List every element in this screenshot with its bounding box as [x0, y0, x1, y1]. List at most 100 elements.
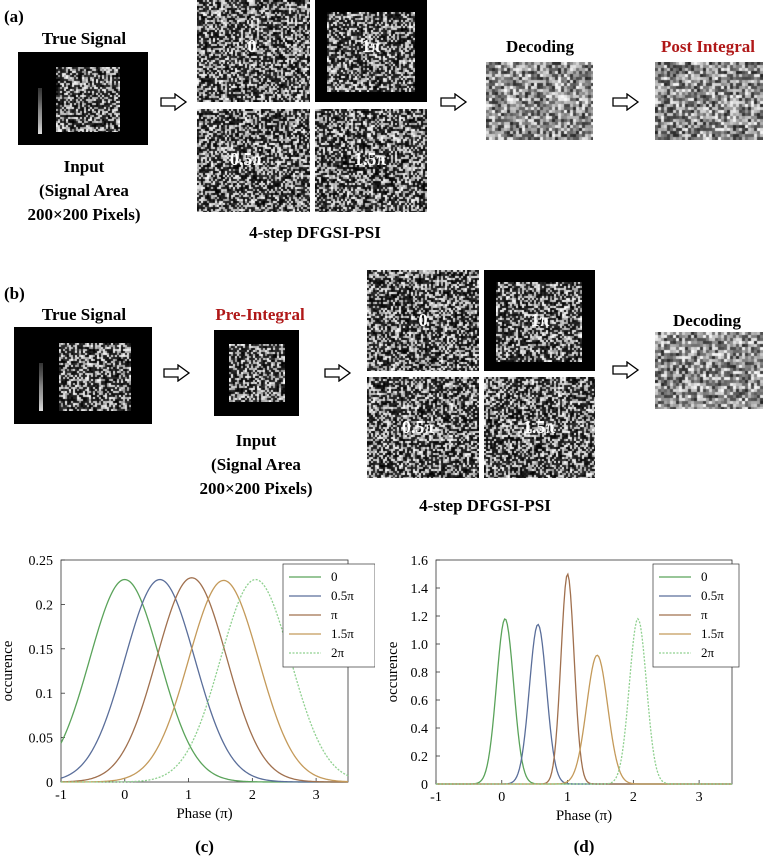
panel-b-pre-integral-label: Pre-Integral	[215, 305, 305, 324]
panel-a-input-line-3: 200×200 Pixels)	[27, 205, 141, 224]
x-tick-label: 0	[498, 790, 505, 805]
x-tick-label: 2	[630, 790, 637, 805]
panel-b-true-signal-label: True Signal	[41, 305, 127, 324]
panel-a-phase-0.5pi-image: 0.5π	[197, 109, 310, 212]
series-line	[436, 617, 732, 785]
phase-label: 1π	[361, 36, 381, 56]
panel-b-decoding-image	[655, 332, 763, 409]
y-axis-label: occurence	[0, 640, 16, 701]
panel-a-phase-1.5pi-image: 1.5π	[315, 109, 427, 212]
arrow-right-icon	[612, 93, 640, 111]
x-tick-label: -1	[430, 790, 442, 805]
panel-a-true-signal-label: True Signal	[41, 29, 127, 48]
panel-caption: (c)	[195, 837, 214, 856]
plot-frame	[60, 559, 349, 783]
y-axis-label: occurence	[385, 641, 401, 702]
series-line	[60, 579, 349, 783]
phase-label: 0.5π	[229, 149, 263, 169]
y-tick-label: 0	[46, 776, 53, 791]
y-tick-label: 1.2	[411, 610, 429, 625]
y-tick-label: 0.2	[36, 598, 54, 613]
panel-a-decoding-label: Decoding	[506, 37, 574, 56]
panel-b-tag: (b)	[4, 284, 25, 303]
panel-b-phase-1pi-image: 1π	[484, 270, 595, 371]
y-tick-label: 0.25	[29, 554, 54, 569]
y-tick-label: 0.05	[29, 732, 54, 747]
signal-noise	[59, 343, 131, 411]
panel-a-method-label: 4-step DFGSI-PSI	[249, 223, 381, 242]
panel-a-post-integral-label: Post Integral	[661, 37, 755, 56]
grayscale-bar	[39, 363, 43, 411]
panel-a-input-line-2: (Signal Area	[39, 181, 129, 200]
legend-label: 0	[331, 569, 338, 584]
y-tick-label: 0.8	[411, 666, 429, 681]
arrow-right-icon	[440, 93, 468, 111]
legend-label: 1.5π	[701, 626, 724, 641]
legend-label: π	[701, 607, 708, 622]
phase-label: 0.5π	[401, 417, 435, 437]
phase-label: 1π	[530, 310, 550, 330]
panel-a-phase-1pi-image: 1π	[315, 0, 427, 102]
y-tick-label: 0.6	[411, 694, 429, 709]
legend-label: 0	[701, 569, 708, 584]
panel-b-phase-0-image: 0	[367, 270, 479, 371]
phase-noise	[367, 377, 479, 478]
phase-label: 1.5π	[353, 149, 387, 169]
legend-label: π	[331, 607, 338, 622]
phase-label: 0	[247, 36, 257, 56]
legend-label: 1.5π	[331, 626, 354, 641]
x-tick-label: 3	[313, 788, 320, 803]
phase-noise	[484, 377, 595, 478]
panel-b-input-line-2: (Signal Area	[211, 455, 301, 474]
panel-b-phase-0.5pi-image: 0.5π	[367, 377, 479, 478]
phase-label: 1.5π	[522, 417, 556, 437]
series-line	[436, 654, 732, 785]
grayscale-bar	[38, 88, 42, 134]
legend-label: 0.5π	[331, 588, 354, 603]
series-line	[60, 577, 348, 783]
phase-label: 0	[418, 310, 428, 330]
panel-a-phase-0-image: 0	[197, 0, 310, 102]
panel-caption: (d)	[574, 837, 595, 856]
panel-b-method-label: 4-step DFGSI-PSI	[419, 496, 551, 515]
y-tick-label: 0.2	[411, 750, 429, 765]
y-tick-label: 1.6	[411, 554, 429, 569]
y-tick-label: 1.0	[411, 638, 429, 653]
x-tick-label: 1	[564, 790, 571, 805]
arrow-right-icon	[163, 364, 191, 382]
legend-label: 2π	[331, 645, 345, 660]
arrow-right-icon	[324, 364, 352, 382]
y-tick-label: 0.4	[411, 722, 429, 737]
x-tick-label: 3	[696, 790, 703, 805]
series-line	[60, 578, 348, 783]
series-line	[61, 578, 349, 783]
panel-a-decoding-image	[486, 62, 593, 140]
panel-a-input-line-1: Input	[63, 157, 105, 176]
signal-noise	[56, 67, 120, 132]
phase-noise	[327, 12, 415, 92]
legend-label: 0.5π	[701, 588, 724, 603]
x-tick-label: -1	[55, 788, 67, 803]
phase-noise	[367, 270, 479, 371]
phase-noise	[315, 109, 427, 212]
arrow-right-icon	[160, 93, 188, 111]
x-axis-label: Phase (π)	[176, 806, 232, 822]
x-tick-label: 1	[185, 788, 192, 803]
arrow-right-icon	[612, 361, 640, 379]
panel-b-phase-1.5pi-image: 1.5π	[484, 377, 595, 478]
panel-b-true-signal-image	[14, 327, 152, 424]
y-tick-label: 0	[421, 778, 428, 793]
panel-b-pre-integral-image	[214, 330, 299, 416]
panel-b-input-line-1: Input	[235, 431, 277, 450]
panel-a-true-signal-image	[18, 52, 148, 145]
phase-noise	[197, 109, 310, 212]
panel-b-decoding-label: Decoding	[673, 311, 741, 330]
y-tick-label: 0.1	[36, 687, 54, 702]
panel-a-tag: (a)	[4, 7, 24, 26]
signal-noise	[229, 344, 285, 402]
x-tick-label: 2	[249, 788, 256, 803]
phase-noise	[197, 0, 310, 102]
